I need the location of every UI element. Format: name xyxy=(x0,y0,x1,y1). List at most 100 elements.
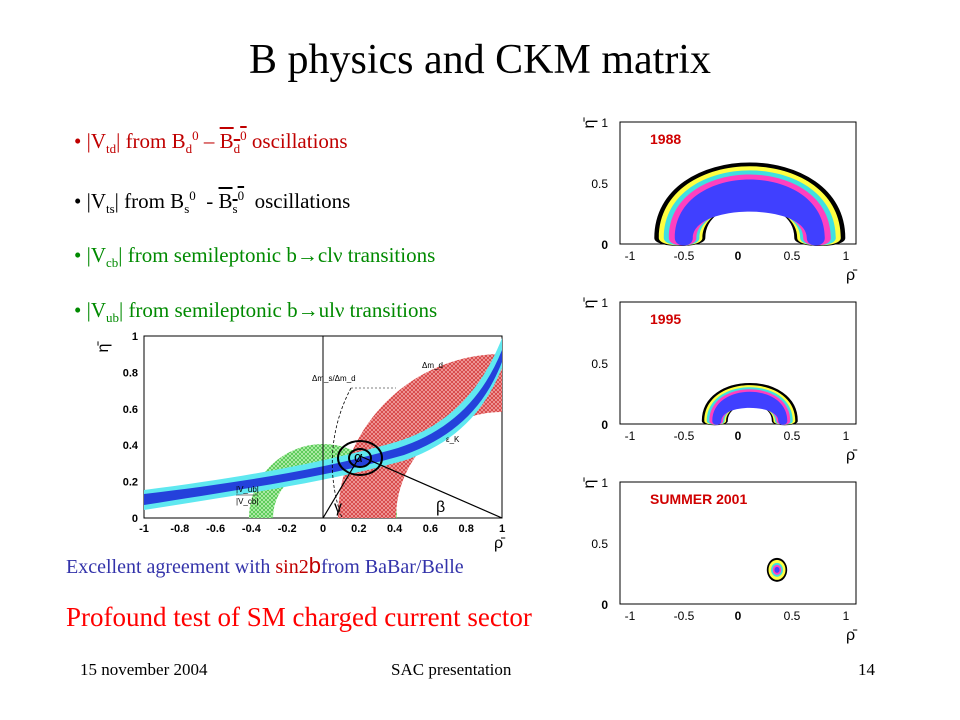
x-tick-label: -1 xyxy=(139,523,149,535)
x-tick-label: -0.4 xyxy=(242,523,262,535)
vts-mid: | from B xyxy=(114,189,185,214)
vtd-bbar: Bd0 xyxy=(219,128,247,157)
vtd-pre: |V xyxy=(86,129,106,153)
conclusion-text: Profound test of SM charged current sect… xyxy=(66,602,532,632)
panel-y-tick: 1 xyxy=(601,296,608,310)
vts-bbar: Bs0 xyxy=(219,188,245,216)
vub-nu: ν xyxy=(334,297,345,322)
alpha-label: α xyxy=(354,449,363,466)
footer-page-number: 14 xyxy=(858,660,875,679)
x-tick-label: 0.8 xyxy=(459,523,474,535)
vts-sup2: 0 xyxy=(189,188,196,204)
vts-pre: |V xyxy=(86,189,106,214)
bullet-marker: • xyxy=(74,189,82,214)
bullet-list: • |Vtd| from Bd0 – Bd0 oscillations • |V… xyxy=(74,112,437,341)
panel-y-tick: 0.5 xyxy=(591,357,608,371)
footer-date: 15 november 2004 xyxy=(80,660,208,679)
bullet-marker: • xyxy=(74,243,82,268)
fit-contour-inner xyxy=(348,448,372,468)
y-tick-label: 1 xyxy=(132,331,138,343)
vts-sub: ts xyxy=(105,201,115,217)
likelihood-contour xyxy=(712,391,788,425)
md-annotation: Δm_d xyxy=(422,361,443,370)
vcb-pre: |V xyxy=(86,243,106,268)
bullet-marker: • xyxy=(74,297,82,322)
x-tick-label: 0.6 xyxy=(423,523,438,535)
panel-x-tick: 0.5 xyxy=(784,429,801,443)
history-panel: SUMMER 2001 η̄ ρ̄ 0 0.5 1 -1 -0.5 0 0.5 1 xyxy=(581,476,858,644)
panel-y-tick: 0 xyxy=(601,238,608,252)
panel-x-tick: -1 xyxy=(625,249,636,263)
x-tick-label: 0.2 xyxy=(351,523,366,535)
vcb-annotation: |V_cb| xyxy=(236,497,258,506)
agreement-post: from BaBar/Belle xyxy=(320,556,464,578)
eps-annotation: ε_K xyxy=(446,435,460,444)
y-tick-label: 0.2 xyxy=(123,477,138,489)
history-panels: 1988 η̄ ρ̄ 0 0.5 1 -1 -0.5 0 0.5 1 1995 η̄ ρ̄ 0 0.5 1 -1 -… xyxy=(581,116,858,644)
vtd-bbar-text: B xyxy=(219,129,234,153)
panel-x-tick: -1 xyxy=(625,609,636,623)
ckm-constraint-plot: η̄ ρ̄ 0 0.2 0.4 0.6 0.8 1 -1 -0.8 -0.6 -0.4 -0.2 0… xyxy=(96,331,506,552)
panel-y-tick: 1 xyxy=(601,116,608,130)
x-tick-label: 0.4 xyxy=(387,523,403,535)
arrow-icon: → xyxy=(296,243,318,268)
bullet-vts: • |Vts| from Bs0 - Bs0 oscillations xyxy=(74,172,437,232)
vts-dash: - xyxy=(195,189,219,214)
vtd-post: oscillations xyxy=(246,129,348,153)
vtd-mid: | from B xyxy=(116,129,186,153)
y-tick-label: 0.6 xyxy=(123,404,138,416)
panel-x-tick: 0.5 xyxy=(784,249,801,263)
panel-x-tick: -1 xyxy=(625,429,636,443)
vtd-sub2: d xyxy=(185,141,193,157)
panel-x-tick: 0 xyxy=(735,429,742,443)
panel-x-tick: 1 xyxy=(843,429,850,443)
likelihood-contour xyxy=(674,179,825,246)
panel-year-label: 1988 xyxy=(650,131,681,147)
vtd-sup3: 0 xyxy=(240,128,247,143)
vub-annotation: |V_ub| xyxy=(236,485,259,494)
agreement-text: Excellent agreement with sin2bfrom BaBar… xyxy=(66,553,464,579)
vub-tail: transitions xyxy=(344,297,438,322)
vcb-tail: transitions xyxy=(342,243,436,268)
panel-x-tick: 1 xyxy=(843,609,850,623)
vtd-sub3: d xyxy=(233,141,241,157)
vts-post: oscillations xyxy=(244,189,351,214)
y-tick-label: 0.4 xyxy=(123,440,139,452)
panel-x-tick: -0.5 xyxy=(674,609,695,623)
panel-x-tick: 0 xyxy=(735,249,742,263)
panel-frame xyxy=(619,481,857,605)
vcb-sub: cb xyxy=(105,255,119,271)
triangle-side-right xyxy=(359,455,502,518)
panel-y-axis-label: η̄ xyxy=(581,477,598,489)
panel-y-axis-label: η̄ xyxy=(581,297,598,309)
vub-mid: | from semileptonic b xyxy=(118,297,298,322)
vub-pre: |V xyxy=(86,297,106,322)
panel-y-tick: 1 xyxy=(601,476,608,490)
vub-post: ul xyxy=(318,297,335,322)
x-tick-label: -0.2 xyxy=(278,523,297,535)
bullet-vtd: • |Vtd| from Bd0 – Bd0 oscillations xyxy=(74,112,437,172)
vtd-sup2: 0 xyxy=(192,128,199,143)
y-axis-label: η̄ xyxy=(96,341,112,353)
ms-md-limit xyxy=(331,387,352,518)
agreement-sin2: sin2 xyxy=(275,556,309,578)
panel-x-tick: -0.5 xyxy=(674,429,695,443)
bullet-marker: • xyxy=(74,129,82,153)
bullet-vub: • |Vub| from semileptonic b→ulν transiti… xyxy=(74,287,437,341)
vtd-dash: – xyxy=(198,129,220,153)
y-tick-label: 0.8 xyxy=(123,367,138,379)
x-tick-label: 1 xyxy=(499,523,505,535)
panel-x-axis-label: ρ̄ xyxy=(846,627,858,644)
panel-x-tick: -0.5 xyxy=(674,249,695,263)
panel-x-tick: 0 xyxy=(735,609,742,623)
vub-sub: ub xyxy=(105,309,119,325)
x-tick-label: 0 xyxy=(320,523,326,535)
panel-y-tick: 0.5 xyxy=(591,177,608,191)
bullet-vcb: • |Vcb| from semileptonic b→clν transiti… xyxy=(74,232,437,286)
panel-y-tick: 0.5 xyxy=(591,537,608,551)
likelihood-contour xyxy=(774,566,780,573)
panel-y-tick: 0 xyxy=(601,418,608,432)
agreement-pre: Excellent agreement with xyxy=(66,556,276,578)
vcb-post: cl xyxy=(317,243,334,268)
panel-y-tick: 0 xyxy=(601,598,608,612)
